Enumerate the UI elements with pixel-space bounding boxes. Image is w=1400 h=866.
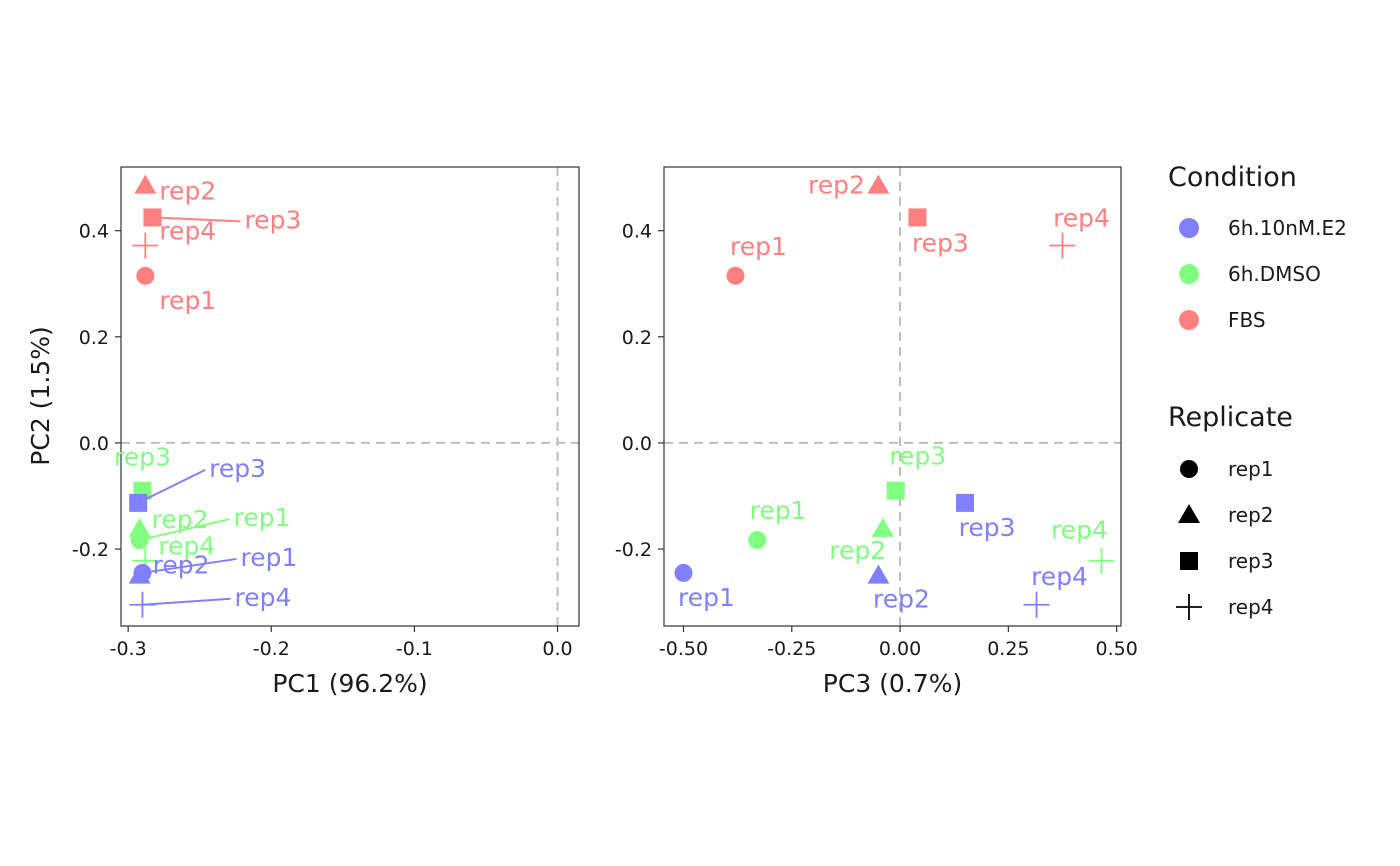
panel-border: [120, 166, 580, 627]
point-label: rep4: [1031, 562, 1088, 591]
legend-replicate-label: rep2: [1228, 503, 1274, 527]
point-label: rep4: [1051, 516, 1108, 545]
legend-items: 6h.10nM.E2 6h.DMSO FBS rep1 rep2 rep3 rep4: [1176, 216, 1347, 620]
legend-condition-key: [1179, 264, 1199, 284]
point-label: rep1: [234, 503, 291, 532]
x-tick-label: -0.25: [767, 638, 816, 660]
data-point-6h-10nm-e2-rep2: [128, 564, 151, 584]
y-tick-label: 0.2: [79, 327, 109, 349]
legend-condition-label: FBS: [1228, 308, 1266, 332]
data-point-fbs-rep4: [1049, 232, 1076, 259]
legend-replicate-key: [1178, 504, 1200, 523]
point-label: rep4: [1053, 204, 1110, 233]
x-axis-title: PC1 (96.2%): [272, 669, 427, 698]
data-point-fbs-rep3: [908, 208, 927, 227]
y-tick-label: -0.2: [615, 539, 652, 561]
point-label: rep2: [159, 177, 216, 206]
point-label: rep3: [959, 513, 1016, 542]
point-label: rep1: [730, 232, 787, 261]
data-point-fbs-rep1: [726, 266, 745, 285]
legend-condition-label: 6h.10nM.E2: [1228, 216, 1347, 240]
panel-2: -0.50 -0.25 0.00 0.25 0.50 0.4 0.2 0.0 -0.2 PC3 (…: [615, 166, 1138, 698]
x-axis-title: PC3 (0.7%): [823, 669, 962, 698]
panel-border: [663, 166, 1122, 627]
data-point-fbs-rep2: [134, 174, 157, 194]
point-label: rep2: [153, 551, 210, 580]
data-point-6h-dmso-rep2: [871, 517, 894, 537]
label-connector: [152, 216, 241, 223]
point-label: rep4: [234, 583, 291, 612]
legend-replicate-label: rep3: [1228, 549, 1274, 573]
point-label: rep1: [750, 496, 807, 525]
data-point-6h-10nm-e2-rep2: [867, 564, 890, 584]
y-tick-label: 0.2: [622, 327, 652, 349]
legend-replicate-key: [1176, 594, 1202, 620]
legend-condition-key: [1179, 218, 1199, 238]
legend-replicate-label: rep1: [1228, 457, 1274, 481]
data-point-fbs-rep4: [132, 232, 159, 259]
data-point-fbs-rep3: [143, 208, 162, 227]
x-tick-label: 0.25: [987, 638, 1029, 660]
label-connector: [137, 468, 206, 504]
data-point-6h-10nm-e2-rep4: [129, 591, 156, 618]
label-connector: [139, 518, 230, 542]
point-label: rep3: [912, 228, 969, 257]
legend-replicate-title: Replicate: [1168, 402, 1293, 433]
point-label: rep1: [159, 286, 216, 315]
legend: Condition Replicate 6h.10nM.E2 6h.DMSO FBS…: [1168, 162, 1347, 620]
legend-replicate-key: [1180, 552, 1198, 570]
data-point-6h-10nm-e2-rep3: [956, 493, 975, 512]
legend-condition-label: 6h.DMSO: [1228, 262, 1321, 286]
y-tick-label: 0.4: [622, 221, 652, 243]
legend-condition-title: Condition: [1168, 162, 1297, 193]
point-label: rep3: [889, 442, 946, 471]
panels: -0.3 -0.2 -0.1 0.0 0.4 0.2 0.0 -0.2 PC1 (96.2%) r…: [72, 166, 1138, 698]
y-tick-label: 0.0: [622, 433, 652, 455]
point-label: rep4: [159, 217, 216, 246]
data-point-6h-10nm-e2-rep3: [129, 493, 148, 512]
point-label: rep2: [829, 536, 886, 565]
x-tick-label: -0.2: [253, 638, 290, 660]
point-label: rep4: [158, 532, 215, 561]
point-label: rep3: [244, 205, 301, 234]
x-tick-label: 0.00: [879, 638, 921, 660]
data-point-6h-dmso-rep4: [1088, 547, 1115, 574]
data-point-6h-10nm-e2-rep4: [1023, 591, 1050, 618]
point-label: rep2: [808, 171, 865, 200]
y-axis-title: PC2 (1.5%): [26, 326, 55, 465]
data-point-6h-dmso-rep2: [128, 517, 151, 537]
point-label: rep2: [152, 505, 209, 534]
x-tick-label: 0.0: [542, 638, 572, 660]
point-label: rep2: [873, 585, 930, 614]
data-point-6h-dmso-rep3: [886, 481, 905, 500]
label-connector: [142, 557, 237, 574]
legend-condition-key: [1179, 310, 1199, 330]
data-point-fbs-rep1: [136, 266, 155, 285]
point-label: rep3: [209, 454, 266, 483]
point-label: rep3: [114, 443, 171, 472]
data-point-6h-dmso-rep1: [748, 531, 767, 550]
panel-1: -0.3 -0.2 -0.1 0.0 0.4 0.2 0.0 -0.2 PC1 (96.2%) r…: [72, 166, 580, 698]
point-label: rep1: [240, 543, 297, 572]
point-label: rep1: [678, 583, 735, 612]
y-tick-label: 0.4: [79, 221, 109, 243]
label-connector: [142, 597, 231, 606]
x-tick-label: -0.1: [396, 638, 433, 660]
legend-replicate-key: [1180, 460, 1198, 478]
x-tick-label: 0.50: [1096, 638, 1138, 660]
legend-replicate-label: rep4: [1228, 595, 1274, 619]
x-tick-label: -0.3: [110, 638, 147, 660]
data-point-fbs-rep2: [867, 174, 890, 194]
y-tick-label: -0.2: [72, 539, 109, 561]
y-tick-label: 0.0: [79, 433, 109, 455]
x-tick-label: -0.50: [659, 638, 708, 660]
data-point-6h-10nm-e2-rep1: [674, 563, 693, 582]
